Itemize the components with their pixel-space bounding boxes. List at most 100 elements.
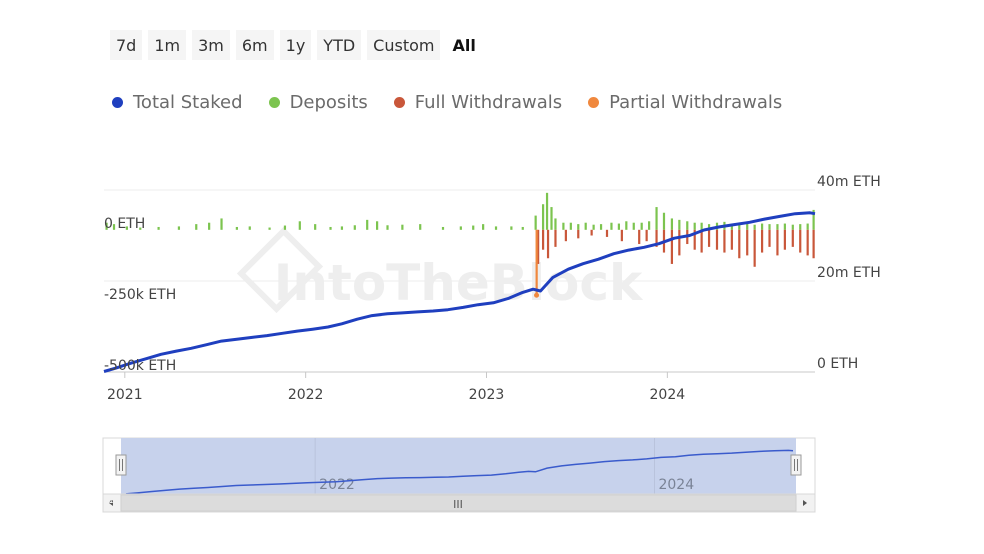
- right-axis-tick-label: 0 ETH: [817, 356, 858, 372]
- deposits-bar: [655, 207, 658, 230]
- deposits-bar: [592, 224, 595, 230]
- x-axis-tick-label: 2021: [107, 387, 143, 403]
- deposits-bar: [569, 222, 572, 230]
- left-axis-tick-label: -500k ETH: [104, 358, 176, 374]
- deposits-bar: [541, 204, 545, 230]
- deposits-bar: [314, 224, 317, 230]
- legend-item-full-withdrawals[interactable]: Full Withdrawals: [393, 92, 563, 113]
- full-withdrawals-bar: [738, 229, 741, 259]
- legend-item-deposits[interactable]: Deposits: [268, 92, 368, 113]
- deposits-bar: [235, 226, 238, 230]
- deposits-bar: [632, 222, 635, 230]
- deposits-bar: [401, 224, 404, 230]
- deposits-bar: [700, 222, 703, 230]
- full-withdrawals-bar: [799, 229, 802, 253]
- deposits-bar: [812, 209, 815, 230]
- full-withdrawals-bar: [564, 229, 567, 242]
- deposits-bar: [112, 224, 116, 230]
- range-button-7d[interactable]: 7d: [110, 30, 143, 60]
- range-button-all[interactable]: All: [446, 30, 481, 60]
- legend-label: Total Staked: [133, 92, 243, 113]
- watermark-icon: [236, 226, 324, 314]
- deposits-bar: [554, 218, 557, 230]
- full-withdrawals-bar: [678, 229, 681, 256]
- scrollbar-thumb[interactable]: [120, 494, 797, 512]
- full-withdrawals-bar: [554, 229, 557, 247]
- deposits-bar: [419, 224, 422, 230]
- range-button-1y[interactable]: 1y: [279, 30, 312, 60]
- range-button-ytd[interactable]: YTD: [317, 30, 362, 60]
- legend-item-partial-withdrawals[interactable]: Partial Withdrawals: [588, 92, 782, 113]
- deposits-bar: [353, 225, 356, 230]
- x-axis-tick-label: 2024: [650, 387, 686, 403]
- deposits-bar: [610, 222, 613, 230]
- range-button-3m[interactable]: 3m: [192, 30, 230, 60]
- deposits-bar: [617, 223, 620, 230]
- deposits-bar: [678, 219, 681, 230]
- legend-marker-icon: [588, 97, 600, 108]
- range-selector: 7d 1m 3m 6m 1y YTD Custom All: [110, 30, 482, 60]
- deposits-bar: [746, 222, 749, 230]
- full-withdrawals-bar: [605, 229, 609, 237]
- left-axis-tick-label: 0 ETH: [104, 216, 145, 232]
- deposits-bar: [768, 224, 771, 230]
- full-withdrawals-bar: [645, 229, 648, 242]
- full-withdrawals-bar: [753, 229, 756, 267]
- full-withdrawals-bar: [715, 229, 719, 250]
- full-withdrawals-bar: [791, 229, 794, 247]
- scroll-right-arrow-icon[interactable]: [803, 500, 807, 506]
- deposits-bar: [177, 226, 181, 230]
- deposits-bar: [125, 226, 128, 230]
- deposits-bar: [510, 226, 513, 230]
- deposits-bar: [670, 218, 674, 230]
- right-axis-tick-label: 20m ETH: [817, 265, 881, 281]
- deposits-bar: [139, 227, 142, 230]
- deposits-bar: [482, 224, 485, 230]
- legend-marker-icon: [112, 97, 123, 108]
- scrollbar-grip-icon: III: [453, 498, 463, 511]
- full-withdrawals-bar: [746, 229, 749, 256]
- full-withdrawals-bar: [620, 229, 623, 242]
- navigator-left-handle[interactable]: [115, 454, 127, 476]
- navigator-line: [125, 449, 794, 495]
- deposits-bar: [195, 224, 198, 230]
- full-withdrawals-bar: [776, 229, 779, 256]
- navigator-selection: [121, 438, 796, 494]
- range-button-custom[interactable]: Custom: [367, 30, 441, 60]
- full-withdrawals-bar: [723, 229, 726, 253]
- total-staked-line: [103, 211, 816, 373]
- legend-item-total-staked[interactable]: Total Staked: [112, 92, 243, 113]
- full-withdrawals-bar: [760, 229, 764, 253]
- deposits-bar: [248, 226, 251, 230]
- full-withdrawals-bar: [638, 229, 641, 245]
- legend-label: Partial Withdrawals: [609, 92, 783, 113]
- range-button-6m[interactable]: 6m: [235, 30, 274, 60]
- deposits-bar: [599, 224, 603, 230]
- range-button-1m[interactable]: 1m: [148, 30, 187, 60]
- legend-label: Deposits: [289, 92, 368, 113]
- full-withdrawals-bar: [730, 229, 733, 250]
- deposits-bar: [707, 224, 711, 230]
- deposits-bar: [386, 225, 389, 230]
- deposits-bar: [459, 226, 462, 230]
- navigator-right-handle[interactable]: [790, 454, 802, 476]
- full-withdrawals-bar: [700, 229, 703, 253]
- deposits-bar: [730, 223, 733, 230]
- deposits-bar: [521, 226, 524, 230]
- deposits-bar: [640, 222, 643, 230]
- full-withdrawals-bar: [670, 229, 674, 264]
- deposits-bar: [760, 223, 764, 230]
- deposits-bar: [625, 221, 628, 230]
- deposits-bar: [662, 212, 666, 230]
- full-withdrawals-bar: [783, 229, 786, 250]
- deposits-bar: [738, 224, 741, 230]
- deposits-bar: [298, 221, 301, 230]
- scroll-left-arrow-icon[interactable]: [109, 500, 113, 506]
- full-withdrawals-bar: [812, 229, 815, 259]
- full-withdrawals-bar: [541, 229, 545, 250]
- legend-label: Full Withdrawals: [414, 92, 563, 113]
- legend-marker-icon: [393, 97, 405, 108]
- deposits-bar: [208, 222, 211, 230]
- x-axis-tick-label: 2023: [469, 387, 505, 403]
- deposits-bar: [220, 218, 223, 230]
